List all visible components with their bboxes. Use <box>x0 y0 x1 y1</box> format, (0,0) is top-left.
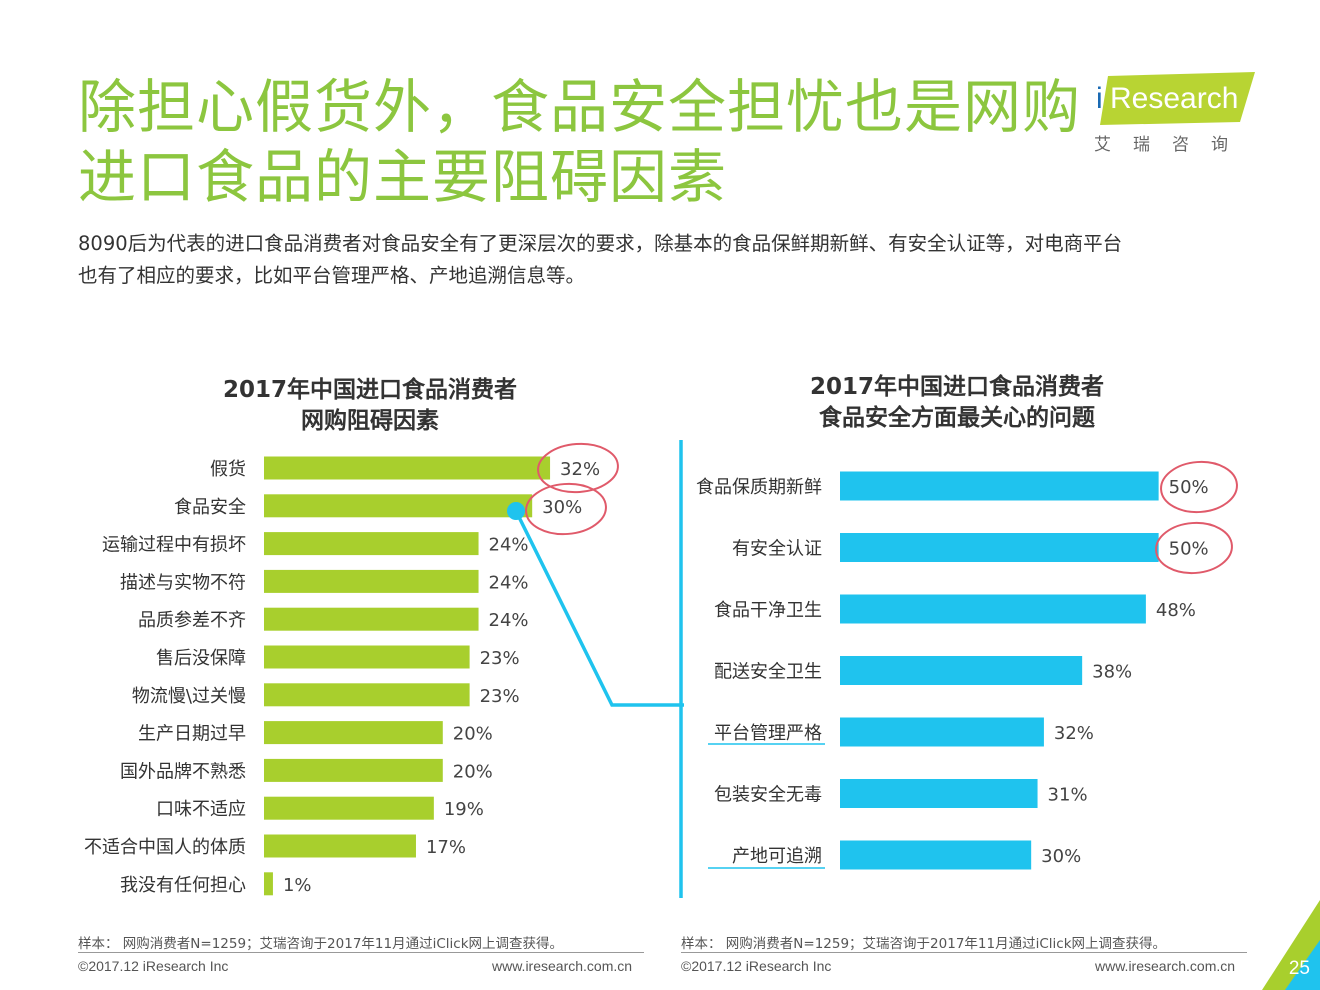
annotation-circle-icon <box>1155 521 1233 575</box>
right-chart-title-line1: 2017年中国进口食品消费者 <box>809 374 1104 400</box>
left-category-label: 售后没保障 <box>156 648 246 669</box>
left-bar <box>264 645 470 669</box>
left-value-label: 20% <box>453 724 493 745</box>
left-footer-divider <box>78 952 644 953</box>
right-category-label: 食品保质期新鲜 <box>696 477 822 498</box>
left-bar <box>264 758 443 782</box>
left-value-label: 24% <box>489 535 529 556</box>
left-category-label: 生产日期过早 <box>138 724 246 745</box>
left-value-label: 24% <box>489 572 529 593</box>
right-chart-title: 2017年中国进口食品消费者 食品安全方面最关心的问题 <box>757 372 1157 434</box>
left-category-label: 运输过程中有损坏 <box>102 535 246 556</box>
right-value-label: 32% <box>1054 723 1094 744</box>
left-chart-title-line1: 2017年中国进口食品消费者 <box>222 377 517 403</box>
left-bar <box>264 834 416 858</box>
page-title: 除担心假货外，食品安全担忧也是网购 进口食品的主要阻碍因素 <box>78 72 1088 212</box>
left-bar <box>264 872 273 896</box>
right-value-label: 30% <box>1041 846 1081 867</box>
left-chart-title: 2017年中国进口食品消费者 网购阻碍因素 <box>170 375 570 437</box>
left-site-link[interactable]: www.iresearch.com.cn <box>492 958 633 974</box>
left-copyright: ©2017.12 iResearch Inc <box>78 958 229 974</box>
left-value-label: 24% <box>489 610 529 631</box>
subtitle-line2: 也有了相应的要求，比如平台管理严格、产地追溯信息等。 <box>78 264 586 287</box>
right-footer-divider <box>681 952 1247 953</box>
right-bar <box>840 594 1146 624</box>
left-category-label: 不适合中国人的体质 <box>84 837 246 858</box>
right-bar <box>840 840 1032 870</box>
right-value-label: 48% <box>1156 600 1196 621</box>
corner-decoration-icon <box>1262 900 1320 990</box>
right-copyright: ©2017.12 iResearch Inc <box>681 958 832 974</box>
left-bar <box>264 721 443 745</box>
left-bar <box>264 683 470 707</box>
right-category-label: 有安全认证 <box>732 539 822 560</box>
right-category-label: 包装安全无毒 <box>714 785 822 806</box>
right-chart-title-line2: 食品安全方面最关心的问题 <box>819 405 1095 431</box>
left-value-label: 23% <box>480 648 520 669</box>
logo-word: Research <box>1110 82 1239 115</box>
left-bar <box>264 569 479 593</box>
right-footnote: 样本： 网购消费者N=1259；艾瑞咨询于2017年11月通过iClick网上调… <box>681 936 1167 952</box>
right-bar <box>840 471 1159 501</box>
logo-banner-icon <box>1100 72 1255 125</box>
left-value-label: 30% <box>542 497 582 518</box>
connector-dot-icon <box>507 502 525 520</box>
page-subtitle: 8090后为代表的进口食品消费者对食品安全有了更深层次的要求，除基本的食品保鲜期… <box>78 228 1258 292</box>
left-category-label: 口味不适应 <box>156 799 246 820</box>
left-category-label: 食品安全 <box>174 497 246 518</box>
left-bar <box>264 532 479 556</box>
right-category-label: 配送安全卫生 <box>714 662 822 683</box>
right-bar <box>840 779 1038 808</box>
right-value-label: 38% <box>1092 662 1132 683</box>
right-value-label: 50% <box>1169 539 1209 560</box>
right-category-label: 产地可追溯 <box>732 846 822 867</box>
left-value-label: 23% <box>480 686 520 707</box>
left-category-label: 品质参差不齐 <box>138 610 246 631</box>
subtitle-line1: 8090后为代表的进口食品消费者对食品安全有了更深层次的要求，除基本的食品保鲜期… <box>78 232 1123 255</box>
logo-letter: i <box>1096 82 1103 115</box>
left-value-label: 20% <box>453 761 493 782</box>
page-number: 25 <box>1288 958 1310 979</box>
right-bar <box>840 656 1083 685</box>
right-category-label: 食品干净卫生 <box>714 600 822 621</box>
page-title-line1: 除担心假货外，食品安全担忧也是网购 <box>78 73 1082 141</box>
left-value-label: 17% <box>426 837 466 858</box>
left-value-label: 32% <box>560 459 600 480</box>
right-category-label: 平台管理严格 <box>714 723 822 744</box>
right-site-link[interactable]: www.iresearch.com.cn <box>1095 958 1236 974</box>
annotation-circle-icon <box>1160 460 1238 514</box>
left-chart-title-line2: 网购阻碍因素 <box>301 408 439 434</box>
right-bar <box>840 717 1044 747</box>
annotation-circle-icon <box>525 482 607 536</box>
right-bar <box>840 533 1159 562</box>
left-bar <box>264 607 479 631</box>
left-bar <box>264 456 551 480</box>
annotation-circle-icon <box>537 442 619 494</box>
left-category-label: 假货 <box>210 459 246 480</box>
left-bar-chart: 假货 32% 食品安全 30% 运输过程中有损坏 24% 描述与实物不符 24% 品质参差不齐 2… <box>84 442 619 896</box>
connector-line <box>507 502 684 707</box>
left-value-label: 19% <box>444 799 484 820</box>
right-value-label: 50% <box>1169 477 1209 498</box>
left-category-label: 我没有任何担心 <box>120 875 246 896</box>
left-value-label: 1% <box>283 875 312 896</box>
logo-chinese: 艾瑞咨询 <box>1094 135 1250 155</box>
left-bar <box>264 494 533 518</box>
left-bar <box>264 796 434 820</box>
page-title-line2: 进口食品的主要阻碍因素 <box>78 143 728 211</box>
left-category-label: 国外品牌不熟悉 <box>120 761 246 782</box>
left-footnote: 样本： 网购消费者N=1259；艾瑞咨询于2017年11月通过iClick网上调… <box>78 936 564 952</box>
right-value-label: 31% <box>1048 785 1088 806</box>
left-category-label: 物流慢\过关慢 <box>132 686 246 707</box>
right-bar-chart: 食品保质期新鲜 50% 有安全认证 50% 食品干净卫生 48% 配送安全卫生 38% 平台管理… <box>679 440 1238 898</box>
left-category-label: 描述与实物不符 <box>120 572 246 593</box>
iresearch-logo: i Research 艾瑞咨询 <box>1090 70 1260 155</box>
